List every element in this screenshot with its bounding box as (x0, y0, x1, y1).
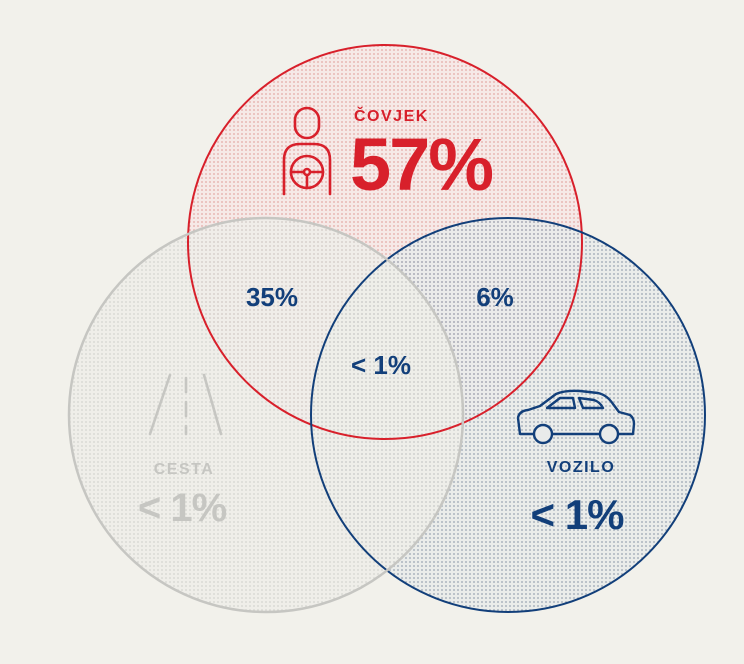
vehicle-circle (310, 217, 706, 613)
vehicle-label: VOZILO (547, 459, 616, 476)
overlap-human-road-value: 35% (246, 282, 298, 312)
car-icon (516, 389, 636, 445)
road-circle (67, 216, 465, 614)
overlap-all-three-value: < 1% (351, 350, 411, 380)
vehicle-value: < 1% (531, 491, 625, 538)
road-lanes-icon (148, 373, 223, 436)
driver-steering-wheel-icon (282, 106, 332, 196)
road-value: < 1% (138, 486, 227, 530)
human-circle (187, 44, 583, 440)
human-value: 57% (350, 123, 492, 206)
road-label: CESTA (154, 461, 215, 478)
overlap-human-vehicle-value: 6% (476, 282, 514, 312)
human-label: ČOVJEK (354, 106, 429, 125)
road-circle-fill (69, 218, 463, 612)
